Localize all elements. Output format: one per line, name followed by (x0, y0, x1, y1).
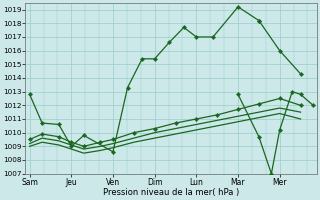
X-axis label: Pression niveau de la mer( hPa ): Pression niveau de la mer( hPa ) (103, 188, 239, 197)
